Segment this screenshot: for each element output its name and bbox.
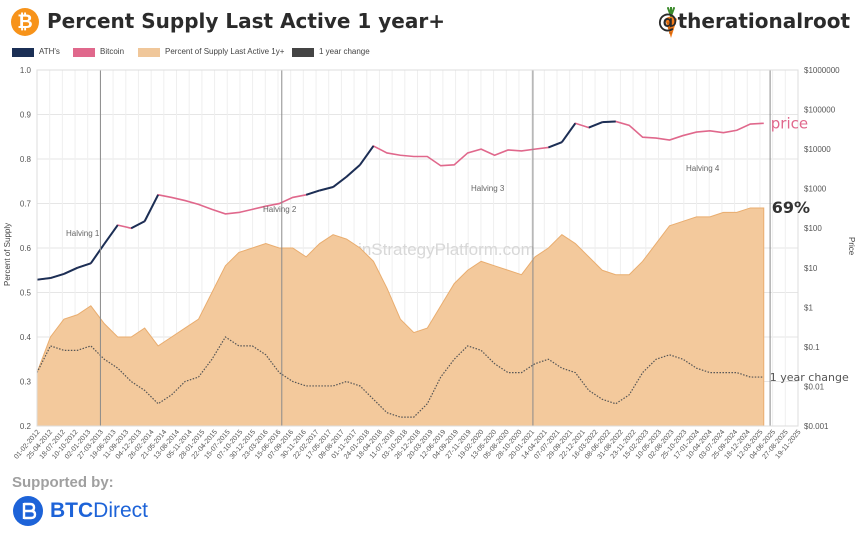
header: ₿ Percent Supply Last Active 1 year+ @th… xyxy=(0,0,860,46)
ath-segment xyxy=(332,175,348,188)
ath-segment xyxy=(359,145,375,166)
ath-segment xyxy=(103,224,119,245)
brand-btc: BTC xyxy=(50,499,94,522)
y2-tick-label: $100000 xyxy=(804,106,836,115)
y2-tick-label: $100 xyxy=(804,224,822,233)
ath-segment xyxy=(77,262,92,269)
ath-segment xyxy=(561,122,577,143)
y-axis-label: Percent of Supply xyxy=(3,223,12,286)
y2-tick-label: $1 xyxy=(804,303,813,312)
y2-tick-label: $1000 xyxy=(804,185,827,194)
price-annotation: price xyxy=(771,114,808,132)
y2-tick-label: $1000000 xyxy=(804,66,840,75)
y2-tick-label: $0.01 xyxy=(804,382,825,391)
series-percent-supply-area xyxy=(36,207,765,427)
legend-label-percent-supply: Percent of Supply Last Active 1y+ xyxy=(165,47,285,56)
ath-segment xyxy=(36,277,51,281)
y2-tick-label: $10000 xyxy=(804,145,831,154)
ath-segment xyxy=(345,164,361,178)
y2-axis-label: Price xyxy=(847,237,856,256)
ath-segment xyxy=(319,186,334,192)
y-tick-label: 0.5 xyxy=(20,289,32,298)
y-tick-label: 0.6 xyxy=(20,244,32,253)
y-tick-label: 0.7 xyxy=(20,200,32,209)
author-handle: @therationalroot xyxy=(657,9,850,33)
ath-segment xyxy=(63,266,78,275)
ath-segment xyxy=(143,194,160,222)
ath-segment xyxy=(130,220,146,230)
y-tick-label: 0.4 xyxy=(20,333,32,342)
ath-segment xyxy=(305,189,320,196)
halving-label: Halving 3 xyxy=(471,184,505,193)
y2-tick-label: $10 xyxy=(804,264,818,273)
y-tick-label: 0.9 xyxy=(20,111,32,120)
ath-segment xyxy=(602,120,616,124)
btcdirect-brand: BTCDirect xyxy=(50,499,148,523)
halving-label: Halving 1 xyxy=(66,229,100,238)
y-tick-label: 0.8 xyxy=(20,155,32,164)
y-tick-label: 1.0 xyxy=(20,66,32,75)
btcdirect-logo-icon xyxy=(13,496,43,526)
plot-border xyxy=(36,69,799,427)
carrot-icon xyxy=(665,7,677,38)
halving-label: Halving 4 xyxy=(686,164,720,173)
legend-swatch-aths xyxy=(12,48,34,57)
supported-by-label: Supported by: xyxy=(12,474,114,491)
y2-tick-label: $0.1 xyxy=(804,343,820,352)
y2-tick-label: $0.001 xyxy=(804,422,829,431)
brand-direct: Direct xyxy=(93,499,149,522)
y-tick-label: 0.3 xyxy=(20,378,32,387)
chart-area: BitcoinStrategyPlatform.com Halving 1 Halv… xyxy=(3,66,856,461)
change-annotation: 1 year change xyxy=(770,371,849,384)
legend-label-1y-change: 1 year change xyxy=(319,47,370,56)
legend-swatch-percent-supply xyxy=(138,48,160,57)
value-annotation: 69% xyxy=(772,198,810,217)
legend-label-bitcoin: Bitcoin xyxy=(100,47,125,56)
legend-label-aths: ATH's xyxy=(39,47,60,56)
ath-segment xyxy=(90,243,106,264)
y-tick-label: 0.2 xyxy=(20,422,32,431)
watermark: BitcoinStrategyPlatform.com xyxy=(320,240,534,259)
ath-segment xyxy=(50,272,65,280)
halving-label: Halving 2 xyxy=(263,205,297,214)
legend-swatch-1y-change xyxy=(292,48,314,57)
bitcoin-logo-icon: ₿ xyxy=(11,8,39,36)
ath-segment xyxy=(588,121,603,129)
page-title: Percent Supply Last Active 1 year+ xyxy=(47,9,445,33)
ath-segment xyxy=(548,141,563,149)
legend-swatch-bitcoin xyxy=(73,48,95,57)
